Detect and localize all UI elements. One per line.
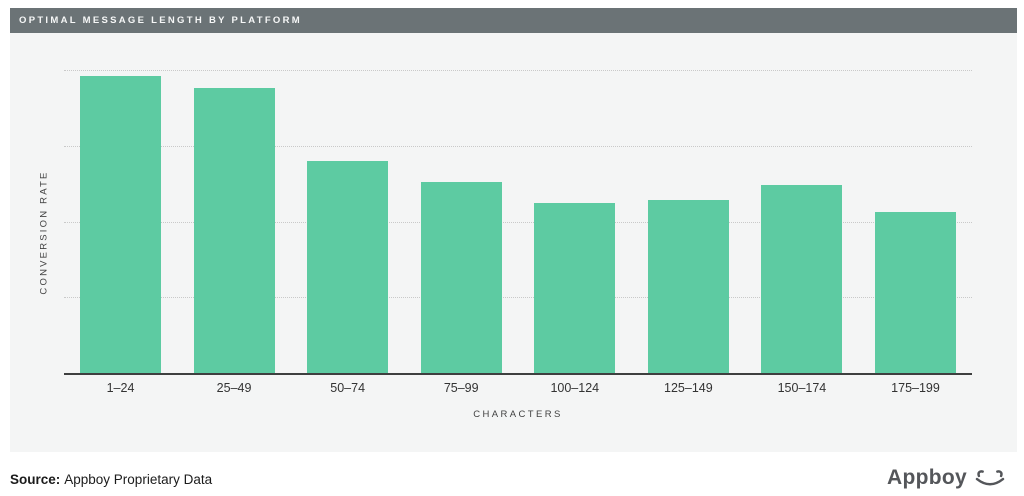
x-tick-label: 75–99: [443, 381, 479, 395]
bar: [80, 76, 161, 373]
x-tick-label: 175–199: [891, 381, 940, 395]
chart-title-bar: OPTIMAL MESSAGE LENGTH BY PLATFORM: [10, 8, 1017, 33]
bar: [647, 200, 729, 373]
bar: [874, 212, 956, 373]
bar: [534, 203, 616, 373]
bar-series: [80, 70, 956, 373]
gridline: [64, 221, 972, 223]
brand-logo: Appboy: [887, 466, 1006, 490]
x-tick-label: 125–149: [664, 381, 713, 395]
bar: [761, 185, 843, 373]
x-tick-label: 50–74: [330, 381, 366, 395]
x-tick-label: 25–49: [216, 381, 252, 395]
gridline: [64, 297, 972, 299]
bar: [193, 88, 275, 373]
source-label: Source:: [10, 472, 61, 487]
gridline: [64, 70, 972, 71]
y-axis-title: CONVERSION RATE: [38, 169, 50, 295]
x-tick-label: 150–174: [777, 381, 827, 395]
chart-title: OPTIMAL MESSAGE LENGTH BY PLATFORM: [19, 15, 302, 26]
gridline: [64, 145, 972, 147]
plot-area: [64, 70, 972, 375]
x-tick-label: 1–24: [106, 381, 135, 395]
x-axis-title: CHARACTERS: [473, 409, 563, 420]
x-axis-line: [64, 373, 972, 375]
smiley-icon: [974, 466, 1006, 490]
bar: [307, 161, 389, 373]
bar: [420, 182, 502, 373]
footer: Source: Appboy Proprietary Data Appboy: [0, 452, 1024, 496]
chart-panel: CONVERSION RATE 1–24 25–49 50–74 75–99 100–1…: [10, 33, 1017, 452]
source-note: Source: Appboy Proprietary Data: [10, 472, 212, 487]
x-tick-label: 100–124: [550, 381, 600, 395]
x-tick-labels: 1–24 25–49 50–74 75–99 100–124 125–149 150–174…: [64, 381, 972, 397]
brand-name: Appboy: [887, 466, 967, 489]
chart-card: OPTIMAL MESSAGE LENGTH BY PLATFORM CONVE…: [10, 8, 1017, 452]
source-text: Appboy Proprietary Data: [64, 472, 213, 487]
